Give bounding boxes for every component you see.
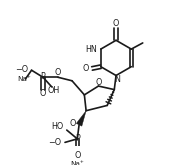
Text: HO: HO [51,122,63,131]
Text: Na⁺: Na⁺ [17,76,30,82]
Text: O: O [40,89,46,99]
Text: N: N [114,75,120,84]
Text: OH: OH [48,86,60,95]
Text: O: O [55,68,61,77]
Text: O: O [95,78,102,87]
Text: Na⁺: Na⁺ [70,161,84,165]
Text: O: O [74,151,81,160]
Text: O: O [113,19,119,28]
Text: O: O [82,64,88,73]
Text: −O: −O [15,65,28,74]
Polygon shape [76,111,86,126]
Text: P: P [41,72,45,81]
Text: O: O [69,119,76,128]
Text: HN: HN [86,45,97,54]
Text: −O: −O [48,138,61,147]
Text: P: P [75,134,80,143]
